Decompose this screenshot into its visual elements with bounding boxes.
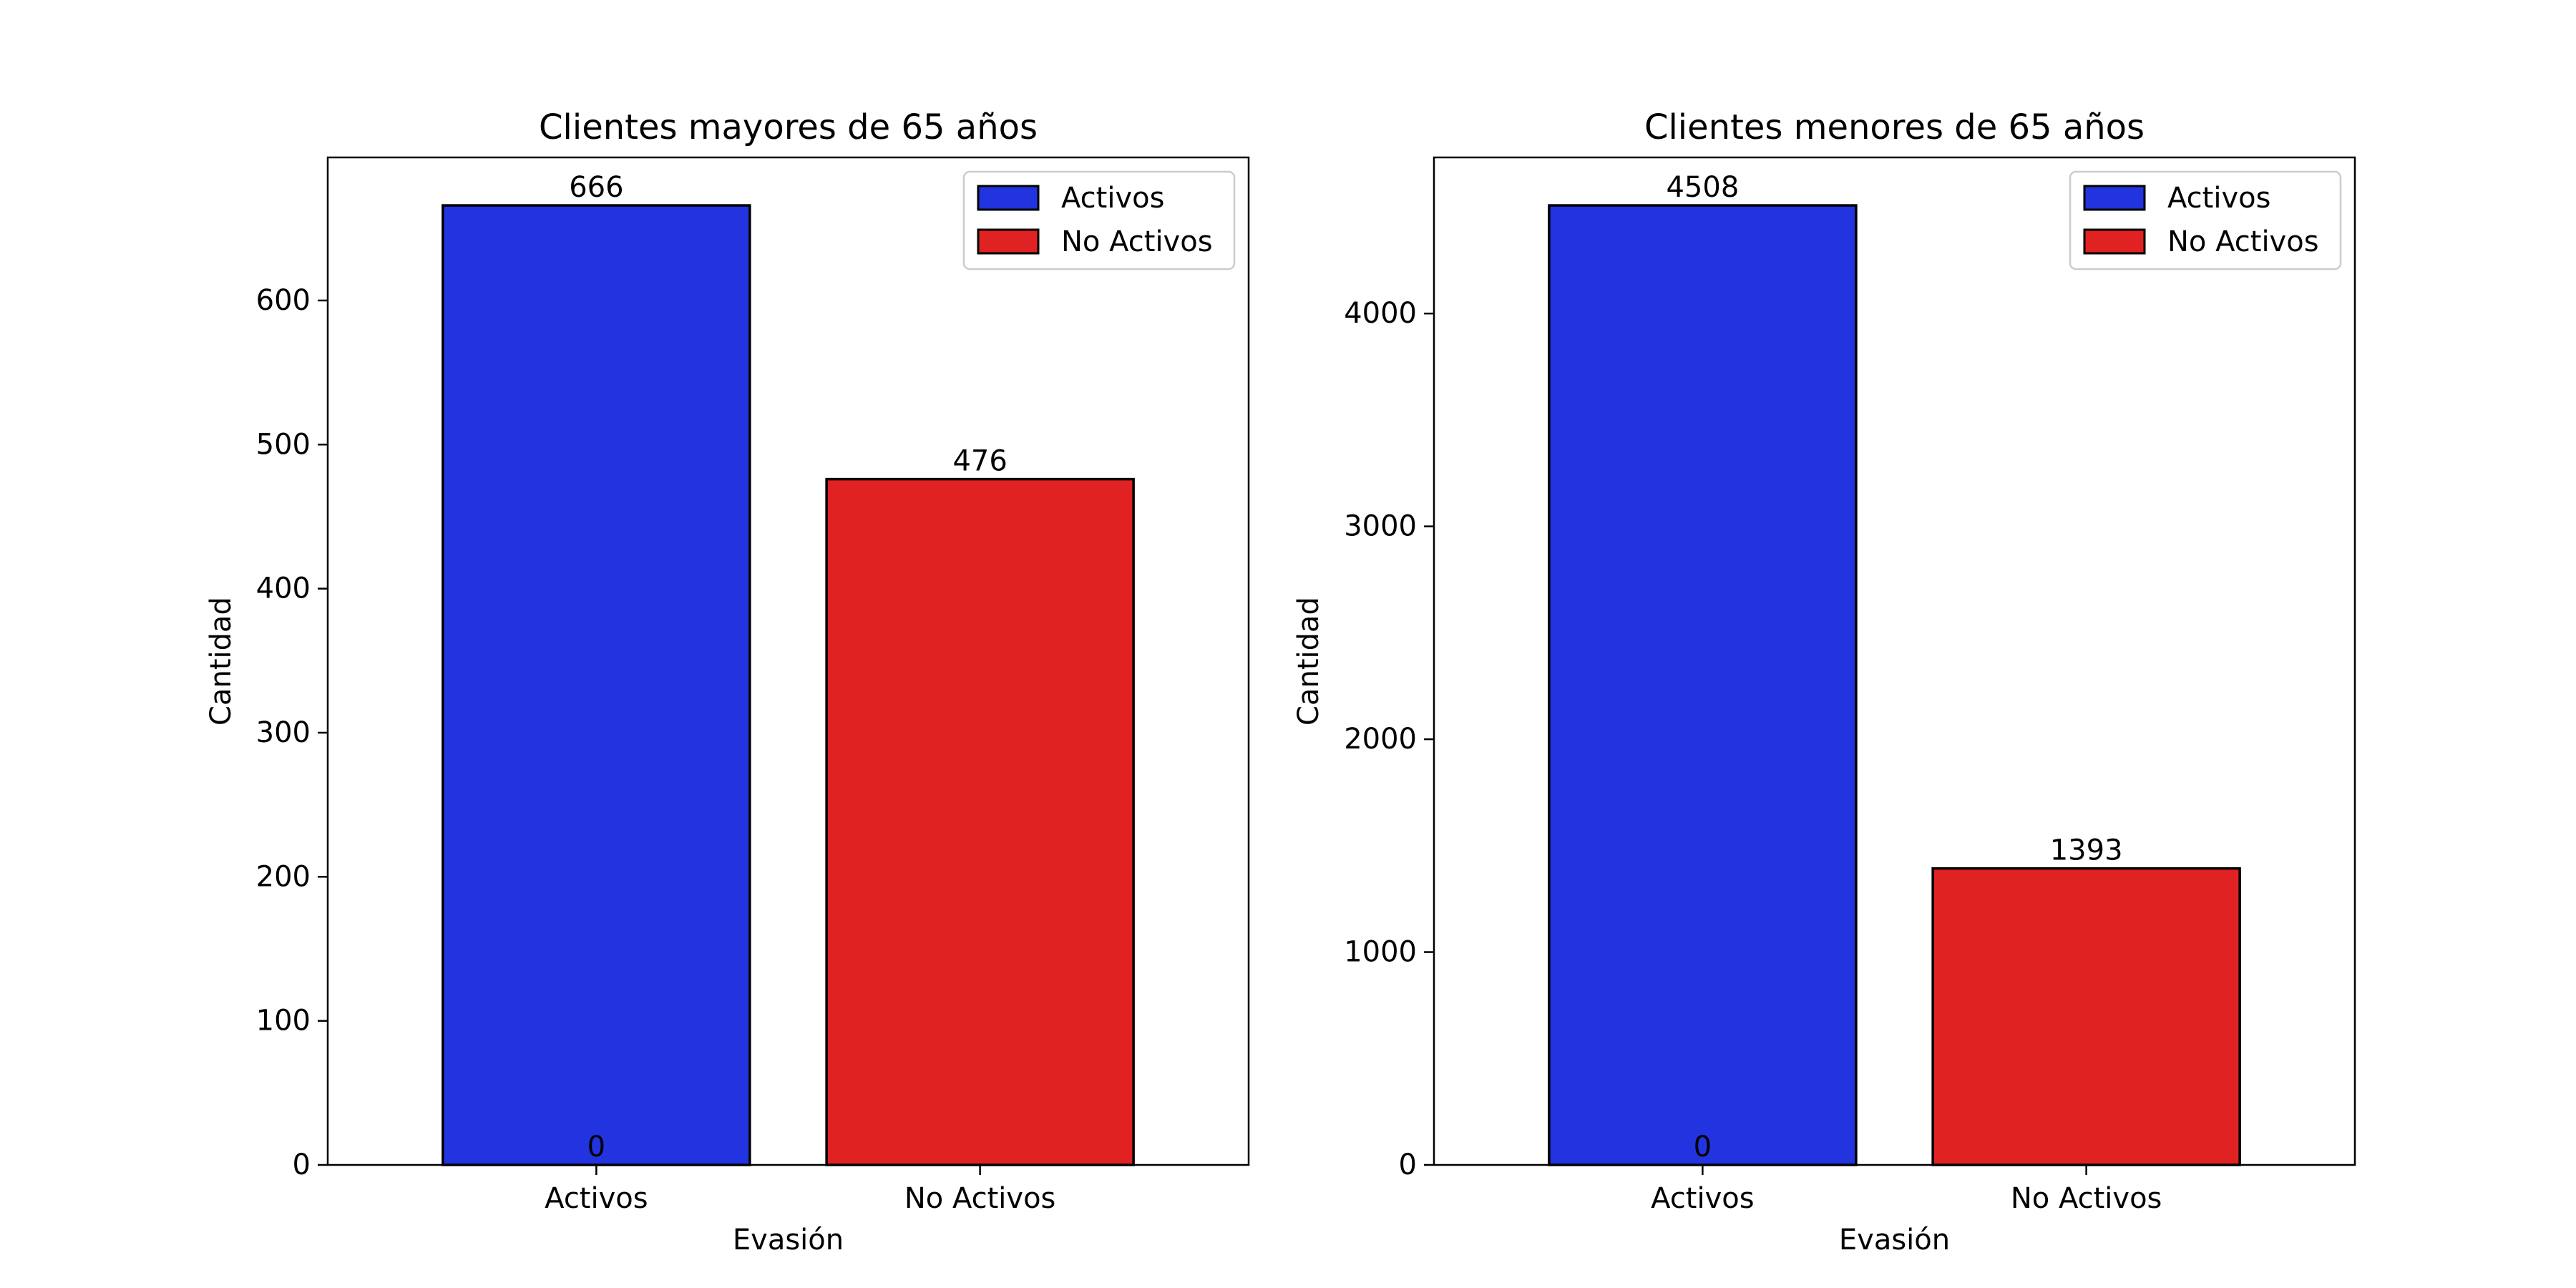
y-tick-label: 3000 <box>1344 510 1417 543</box>
plot-frame <box>1433 156 2356 1166</box>
bar-value-label: 1393 <box>2050 834 2123 867</box>
x-tick-label: No Activos <box>904 1182 1056 1215</box>
legend-swatch <box>2083 228 2146 255</box>
y-axis-label: Cantidad <box>205 597 238 726</box>
x-axis-label: Evasión <box>733 1224 844 1257</box>
y-tick-label: 100 <box>256 1005 311 1038</box>
bar-value-label: 476 <box>952 445 1007 478</box>
x-tick-label: No Activos <box>2011 1182 2162 1215</box>
bar-no-activos <box>1931 867 2241 1166</box>
bar-value-label: 4508 <box>1666 171 1739 204</box>
x-tick-label: Activos <box>545 1182 648 1215</box>
y-tick-label: 500 <box>256 428 311 461</box>
bar-activos <box>441 204 751 1166</box>
y-tick-label: 1000 <box>1344 936 1417 969</box>
bar-no-activos <box>825 477 1135 1166</box>
x-tick-label: Activos <box>1651 1182 1754 1215</box>
y-tick-label: 300 <box>256 716 311 749</box>
bar-value-label: 666 <box>569 171 623 204</box>
legend-label: Activos <box>1061 182 1164 215</box>
y-tick-label: 200 <box>256 860 311 893</box>
y-tick-label: 0 <box>1399 1148 1417 1181</box>
legend-label: Activos <box>2167 182 2270 215</box>
bar-activos <box>1548 204 1858 1166</box>
chart-title: Clientes mayores de 65 años <box>539 107 1038 147</box>
plot-frame <box>326 156 1250 1166</box>
y-tick-label: 4000 <box>1344 297 1417 330</box>
y-axis-label: Cantidad <box>1292 597 1325 726</box>
y-tick-label: 600 <box>256 284 311 317</box>
y-tick-label: 400 <box>256 572 311 605</box>
x-axis-label: Evasión <box>1839 1224 1950 1257</box>
legend-swatch <box>977 185 1040 211</box>
legend-swatch <box>977 228 1040 255</box>
y-tick-label: 2000 <box>1344 723 1417 756</box>
zero-value-label: 0 <box>587 1131 605 1163</box>
zero-value-label: 0 <box>1694 1131 1712 1163</box>
legend-label: No Activos <box>2167 225 2319 258</box>
legend-swatch <box>2083 185 2146 211</box>
y-tick-label: 0 <box>293 1148 311 1181</box>
chart-title: Clientes menores de 65 años <box>1644 107 2145 147</box>
legend-label: No Activos <box>1061 225 1213 258</box>
